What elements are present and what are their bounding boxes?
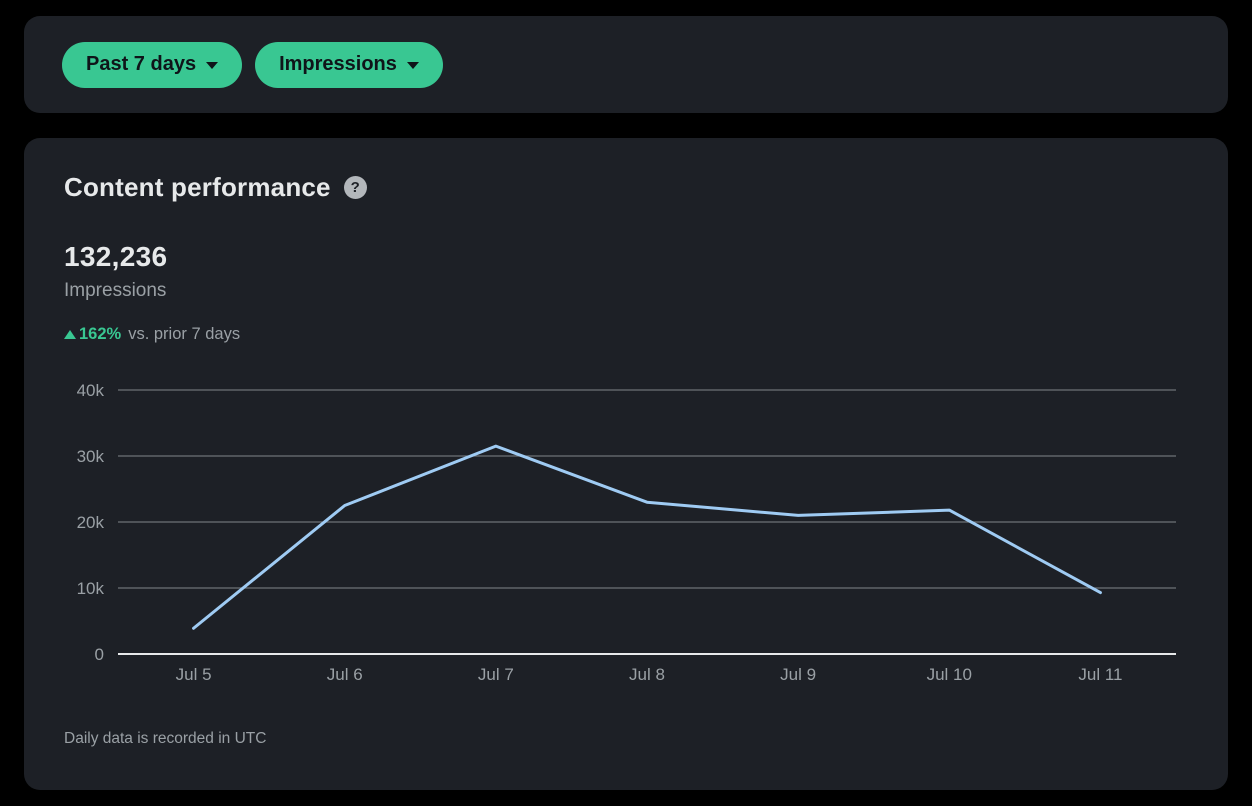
y-tick-label: 10k — [77, 579, 105, 598]
y-tick-label: 40k — [77, 381, 105, 400]
change-percent: 162% — [79, 325, 122, 343]
x-tick-label: Jul 10 — [927, 665, 972, 684]
arrow-up-icon — [64, 329, 76, 339]
help-icon[interactable]: ? — [343, 175, 367, 199]
metric-dropdown[interactable]: Impressions — [255, 41, 443, 88]
metric-dropdown-label: Impressions — [279, 53, 397, 75]
card-title-row: Content performance ? — [64, 170, 1172, 204]
impressions-chart: 0 10k 20k 30k 40k Jul 5 Jul 6 Jul 7 Jul 8 Jul 9 Ju… — [77, 381, 1176, 684]
content-performance-card: Content performance ? 132,236 Impression… — [24, 138, 1228, 790]
x-tick-label: Jul 8 — [629, 665, 665, 684]
impressions-line — [192, 444, 1102, 630]
y-tick-label: 30k — [77, 447, 105, 466]
x-tick-label: Jul 7 — [478, 665, 514, 684]
date-range-label: Past 7 days — [86, 53, 197, 75]
y-tick-label: 0 — [95, 645, 104, 664]
impressions-label: Impressions — [64, 280, 167, 301]
x-tick-label: Jul 11 — [1078, 665, 1122, 684]
y-tick-label: 20k — [77, 513, 105, 532]
change-row: 162% vs. prior 7 days — [64, 322, 1172, 346]
change-comparison: vs. prior 7 days — [128, 325, 241, 343]
impressions-total: 132,236 — [64, 241, 168, 272]
date-range-dropdown[interactable]: Past 7 days — [62, 41, 243, 88]
x-tick-label: Jul 6 — [327, 665, 363, 684]
utc-footnote: Daily data is recorded in UTC — [64, 730, 267, 747]
x-tick-label: Jul 9 — [780, 665, 816, 684]
chevron-down-icon — [406, 62, 419, 69]
x-tick-label: Jul 5 — [176, 665, 212, 684]
filters-bar: Past 7 days Impressions — [24, 16, 1228, 113]
card-title: Content performance — [64, 172, 331, 202]
chevron-down-icon — [206, 62, 219, 69]
